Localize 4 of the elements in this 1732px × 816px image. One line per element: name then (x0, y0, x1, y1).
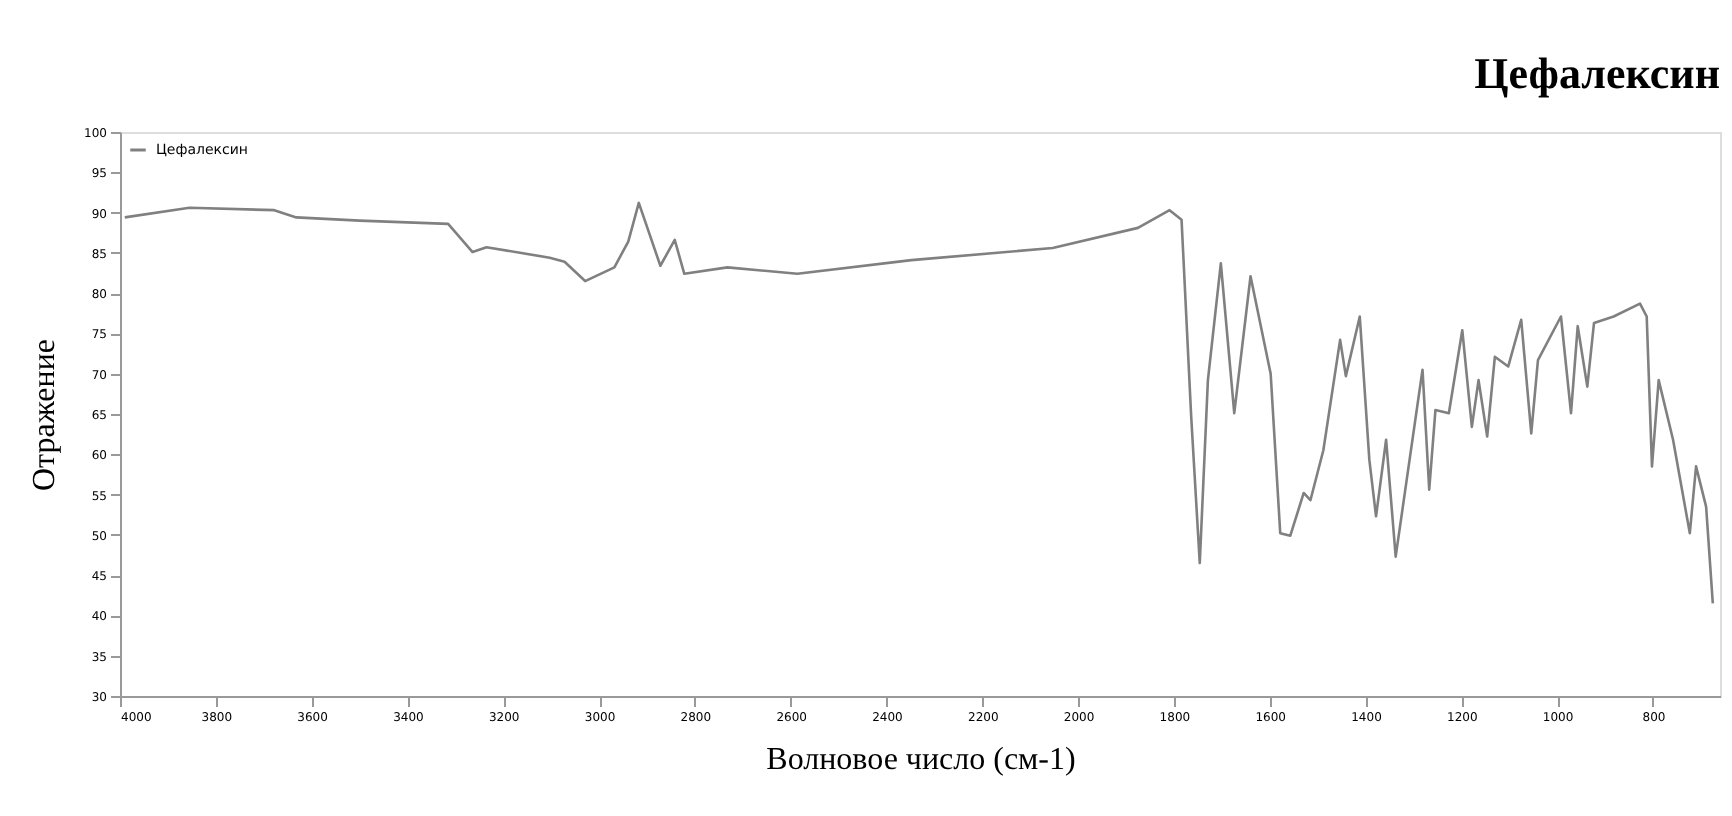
y-axis-title: Отражение (28, 338, 63, 492)
x-axis-title: Волновое число (см-1) (766, 743, 1076, 777)
line-series (123, 201, 1715, 605)
chart-title: Цефалексин (1474, 48, 1721, 98)
